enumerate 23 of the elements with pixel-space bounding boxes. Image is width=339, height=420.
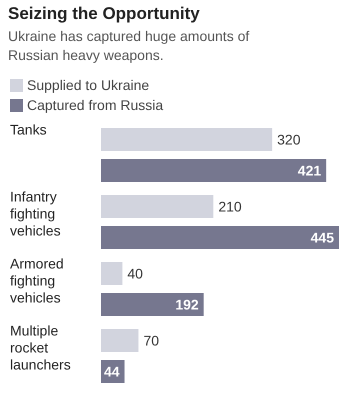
legend-label: Supplied to Ukraine [27,77,150,93]
data-label: 70 [143,332,160,348]
bar [101,293,204,316]
legend-label: Captured from Russia [27,97,164,113]
bar [101,262,122,285]
y-tick-label: Multiple rocket launchers [10,322,71,372]
bar [101,226,339,249]
data-label: 445 [310,229,334,246]
data-label: 44 [104,363,120,380]
bar [101,329,138,352]
data-label: 421 [298,162,322,178]
y-tick-label: Infantry fighting vehicles [10,188,61,238]
data-label: 40 [127,265,144,282]
data-label: 320 [277,131,301,148]
y-tick-label: Armored fighting vehicles [10,256,64,306]
bar [101,195,214,218]
bar [101,159,326,182]
chart-title: Seizing the Opportunity [8,4,201,24]
chart-subtitle: Ukraine has captured huge amounts of Russian heavy weapons. [8,27,250,65]
data-label: 210 [218,198,242,214]
bar [101,128,272,151]
data-label: 192 [175,296,199,312]
y-tick-label: Tanks [10,122,47,138]
